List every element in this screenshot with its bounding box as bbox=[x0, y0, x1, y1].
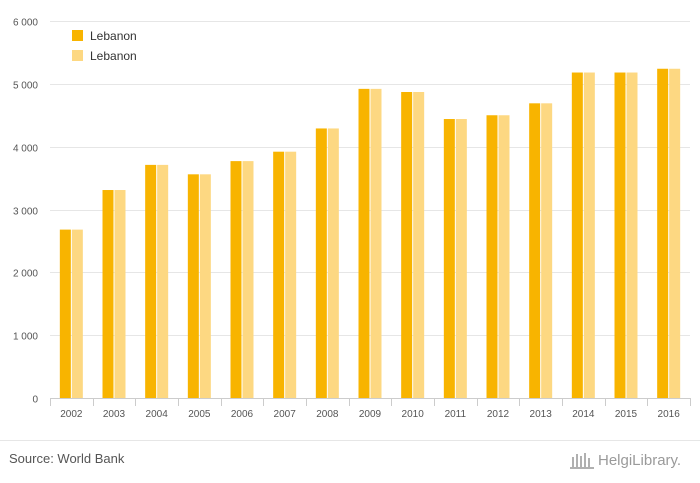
bar[interactable] bbox=[583, 72, 595, 399]
y-tick-label: 6 000 bbox=[13, 18, 38, 29]
y-tick-label: 0 bbox=[32, 395, 38, 406]
x-tick-label: 2015 bbox=[615, 409, 638, 420]
x-tick-label: 2009 bbox=[359, 409, 382, 420]
x-tick-label: 2004 bbox=[146, 409, 169, 420]
legend-item[interactable]: Lebanon bbox=[72, 29, 137, 43]
bar[interactable] bbox=[486, 115, 498, 398]
x-tick-label: 2008 bbox=[316, 409, 339, 420]
x-tick-label: 2002 bbox=[60, 409, 83, 420]
y-tick-label: 5 000 bbox=[13, 81, 38, 92]
bar[interactable] bbox=[157, 164, 169, 398]
bar[interactable] bbox=[242, 161, 254, 398]
x-tick-label: 2014 bbox=[572, 409, 595, 420]
bar[interactable] bbox=[59, 229, 71, 398]
y-tick-label: 1 000 bbox=[13, 332, 38, 343]
legend-item[interactable]: Lebanon bbox=[72, 49, 137, 63]
bar[interactable] bbox=[145, 164, 157, 398]
bar[interactable] bbox=[187, 174, 199, 398]
legend-swatch bbox=[72, 50, 83, 61]
x-tick-label: 2006 bbox=[231, 409, 254, 420]
x-tick-label: 2013 bbox=[530, 409, 553, 420]
legend-swatch bbox=[72, 30, 83, 41]
logo-text: HelgiLibrary. bbox=[598, 451, 682, 469]
x-tick-label: 2010 bbox=[402, 409, 425, 420]
bar[interactable] bbox=[657, 68, 669, 399]
bar[interactable] bbox=[413, 92, 425, 399]
chart: 0 1 000 2 000 3 000 4 000 5 000 6 000 2002 2003… bbox=[13, 18, 691, 420]
x-tick-label: 2012 bbox=[487, 409, 510, 420]
bar[interactable] bbox=[114, 190, 126, 398]
bar[interactable] bbox=[315, 128, 327, 398]
bars bbox=[59, 68, 681, 399]
legend-label: Lebanon bbox=[90, 29, 137, 43]
bar[interactable] bbox=[71, 229, 83, 398]
bar[interactable] bbox=[199, 174, 211, 398]
bar[interactable] bbox=[370, 88, 382, 399]
footer-divider bbox=[0, 440, 700, 441]
bar[interactable] bbox=[401, 92, 413, 399]
bar[interactable] bbox=[273, 151, 285, 398]
x-axis: 2002 2003 2004 2005 2006 2007 2008 2009 2010 2011… bbox=[50, 398, 691, 420]
source-note: Source: World Bank bbox=[9, 451, 125, 466]
y-tick-label: 3 000 bbox=[13, 207, 38, 218]
gridlines bbox=[50, 21, 690, 399]
legend[interactable]: Lebanon Lebanon bbox=[72, 29, 137, 63]
bar[interactable] bbox=[541, 103, 553, 398]
bar[interactable] bbox=[327, 128, 339, 398]
bar[interactable] bbox=[529, 103, 541, 398]
bar[interactable] bbox=[230, 161, 242, 398]
y-tick-label: 2 000 bbox=[13, 269, 38, 280]
x-tick-label: 2003 bbox=[103, 409, 126, 420]
bar[interactable] bbox=[455, 119, 467, 399]
x-tick-label: 2016 bbox=[658, 409, 681, 420]
x-tick-label: 2011 bbox=[445, 409, 467, 420]
bar[interactable] bbox=[571, 72, 583, 399]
legend-label: Lebanon bbox=[90, 49, 137, 63]
y-tick-label: 4 000 bbox=[13, 144, 38, 155]
bar[interactable] bbox=[285, 151, 297, 398]
bar[interactable] bbox=[498, 115, 510, 398]
bar[interactable] bbox=[614, 72, 626, 399]
x-tick-label: 2007 bbox=[274, 409, 297, 420]
bar[interactable] bbox=[102, 190, 114, 398]
bar[interactable] bbox=[358, 88, 370, 399]
helgi-library-logo-icon bbox=[570, 453, 594, 469]
y-axis: 0 1 000 2 000 3 000 4 000 5 000 6 000 bbox=[13, 18, 38, 406]
bar[interactable] bbox=[626, 72, 638, 399]
bar[interactable] bbox=[443, 119, 455, 399]
x-tick-label: 2005 bbox=[188, 409, 211, 420]
bar[interactable] bbox=[669, 68, 681, 399]
helgi-library-logo[interactable]: HelgiLibrary. bbox=[570, 449, 681, 471]
